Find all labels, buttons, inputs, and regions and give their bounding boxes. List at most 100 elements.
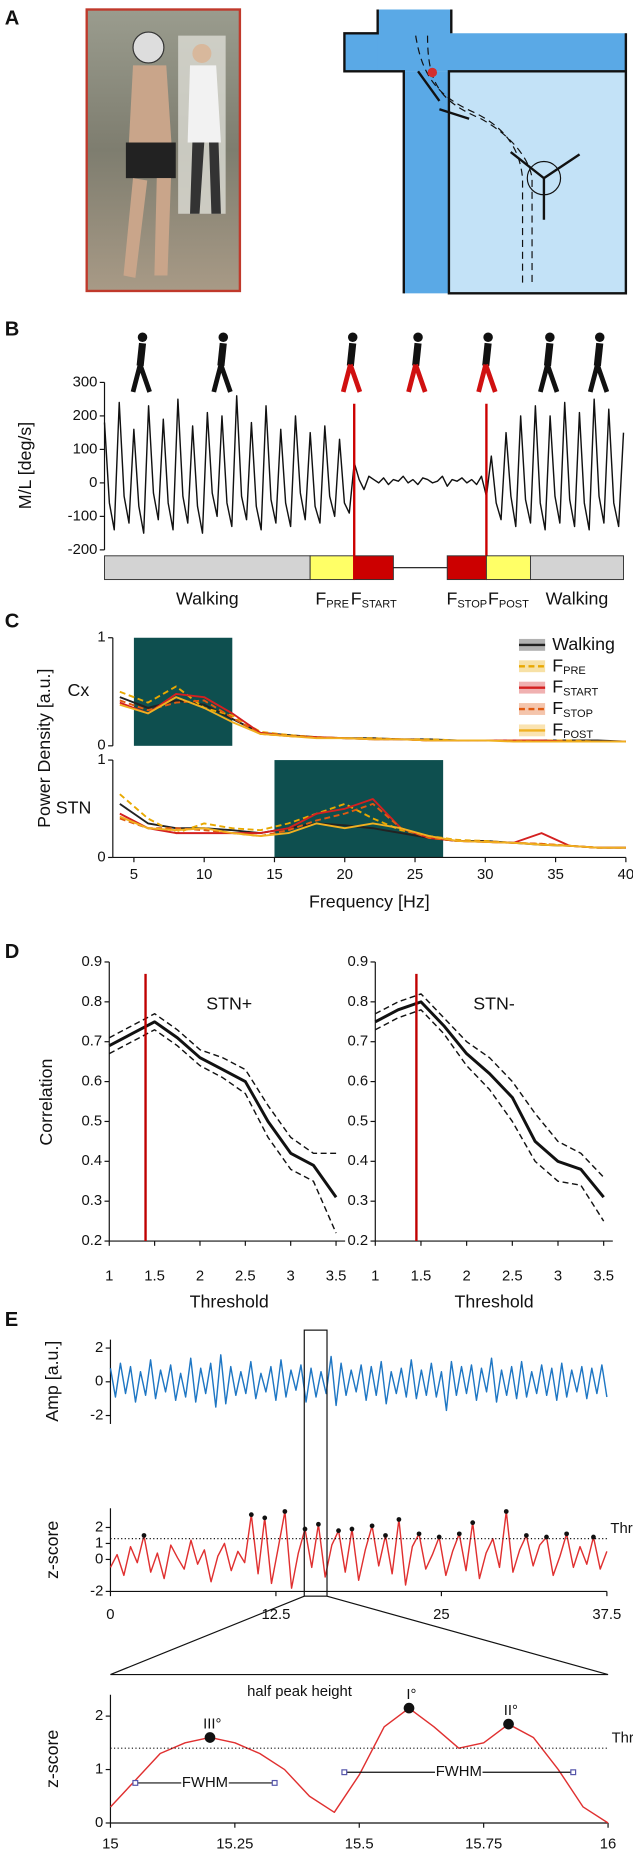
peak-dot xyxy=(470,1520,476,1526)
x-tick-label: 1.5 xyxy=(411,1269,432,1285)
phase-label: Walking xyxy=(176,588,239,608)
walker-legs xyxy=(406,363,428,393)
chart-title: STN- xyxy=(473,993,515,1013)
y-tick-label: 1 xyxy=(95,1535,103,1551)
peak-dot xyxy=(316,1521,321,1527)
y-tick-label: 2 xyxy=(95,1708,103,1724)
walker-legs xyxy=(211,363,233,393)
legend-label-sub: PRE xyxy=(563,665,586,677)
peak-dot xyxy=(302,1526,308,1532)
phase-bar xyxy=(104,555,311,581)
span-end xyxy=(570,1769,577,1776)
chart-title: STN+ xyxy=(206,993,252,1013)
peak-dot xyxy=(503,1718,514,1730)
panel-label: B xyxy=(5,318,20,340)
data-line xyxy=(374,1009,605,1222)
walker-head xyxy=(218,332,229,343)
y-tick-label: 0.5 xyxy=(348,1113,369,1129)
x-tick-label: 15.5 xyxy=(345,1836,374,1852)
zoom-connector xyxy=(110,1595,609,1676)
data-line xyxy=(108,1020,338,1199)
y-axis-label: z-score xyxy=(42,1521,62,1579)
x-tick-label: 2.5 xyxy=(235,1269,256,1285)
peak-dot xyxy=(503,1509,509,1514)
highlight-band xyxy=(274,760,444,858)
y-axis-label: Amp [a.u.] xyxy=(42,1341,62,1422)
x-tick-label: 3 xyxy=(287,1269,295,1285)
peak-dot xyxy=(141,1533,147,1538)
y-tick-label: 0 xyxy=(95,1374,103,1390)
walker-head xyxy=(594,332,605,343)
walker-head xyxy=(483,332,493,343)
legend-label-main: F xyxy=(552,719,563,739)
phase-label: FSTART xyxy=(351,588,397,610)
phase-label-main: F xyxy=(315,588,326,608)
phase-bar xyxy=(529,555,624,581)
phase-label-main: Walking xyxy=(176,588,239,608)
y-tick-label: 300 xyxy=(73,374,98,390)
peak-label: II° xyxy=(504,1703,518,1719)
y-tick-label: 0.2 xyxy=(82,1233,103,1249)
walker-head xyxy=(347,332,358,343)
walker-legs xyxy=(340,363,363,393)
y-tick-label: -2 xyxy=(90,1583,103,1599)
x-tick-label: 37.5 xyxy=(592,1607,621,1623)
x-tick-label: 15.75 xyxy=(465,1836,502,1852)
data-line xyxy=(374,1000,605,1199)
phase-bar xyxy=(353,555,394,581)
data-line xyxy=(108,1013,337,1155)
peak-dot xyxy=(564,1531,569,1537)
floor-plan xyxy=(343,9,628,295)
span-end xyxy=(341,1769,348,1776)
peak-dot xyxy=(416,1531,422,1537)
walker-head xyxy=(413,332,423,343)
walker-icon xyxy=(130,332,152,393)
y-tick-label: 0.7 xyxy=(82,1034,103,1050)
span-end xyxy=(132,1779,139,1786)
walker-legs xyxy=(587,363,610,393)
walker-icon xyxy=(538,332,560,393)
legend-label-main: F xyxy=(552,655,563,675)
y-tick-label: 1 xyxy=(97,752,105,768)
peak-dot xyxy=(204,1732,216,1743)
peak-dot xyxy=(349,1526,355,1532)
y-tick-label: 0.3 xyxy=(348,1193,369,1209)
x-tick-label: 2.5 xyxy=(502,1269,523,1285)
y-tick-label: 0.6 xyxy=(82,1074,103,1090)
walker-icon xyxy=(211,332,233,393)
threshold-label: Thr xyxy=(610,1521,632,1537)
legend-label-sub: POST xyxy=(563,729,593,741)
walker-icon xyxy=(406,332,428,393)
x-tick-label: 12.5 xyxy=(261,1607,290,1623)
x-tick-label: 3 xyxy=(554,1269,562,1285)
y-tick-label: -100 xyxy=(68,508,98,524)
x-tick-label: 16 xyxy=(600,1836,616,1852)
legend-label-main: F xyxy=(552,698,563,718)
y-tick-label: 0.3 xyxy=(82,1193,103,1209)
walker-icon xyxy=(340,332,363,393)
x-tick-label: 2 xyxy=(463,1269,471,1285)
x-tick-label: 1.5 xyxy=(144,1269,165,1285)
walker-body xyxy=(217,342,227,367)
phase-label-sub: PRE xyxy=(326,598,349,610)
peak-dot xyxy=(523,1533,529,1538)
phase-label-main: F xyxy=(351,588,362,608)
y-tick-label: 0.6 xyxy=(348,1074,369,1090)
span-end xyxy=(271,1779,278,1786)
y-axis-label: M/L [deg/s] xyxy=(15,422,35,509)
span-label-bg xyxy=(435,1762,483,1782)
y-axis-label: z-score xyxy=(42,1730,62,1788)
x-tick-label: 15 xyxy=(102,1836,119,1852)
legend-label: Walking xyxy=(552,634,615,654)
y-axis-label: Correlation xyxy=(36,1059,56,1146)
y-tick-label: 0.2 xyxy=(348,1233,369,1249)
peak-dot xyxy=(248,1512,254,1518)
peak-dot xyxy=(436,1534,442,1540)
x-tick-label: 25 xyxy=(407,867,424,883)
peak-dot xyxy=(396,1517,402,1522)
peak-dot xyxy=(282,1509,288,1514)
y-tick-label: 0.9 xyxy=(82,954,103,970)
walker-legs xyxy=(476,363,498,393)
y-tick-label: 0 xyxy=(89,475,97,491)
phase-label-main: Walking xyxy=(546,588,609,608)
